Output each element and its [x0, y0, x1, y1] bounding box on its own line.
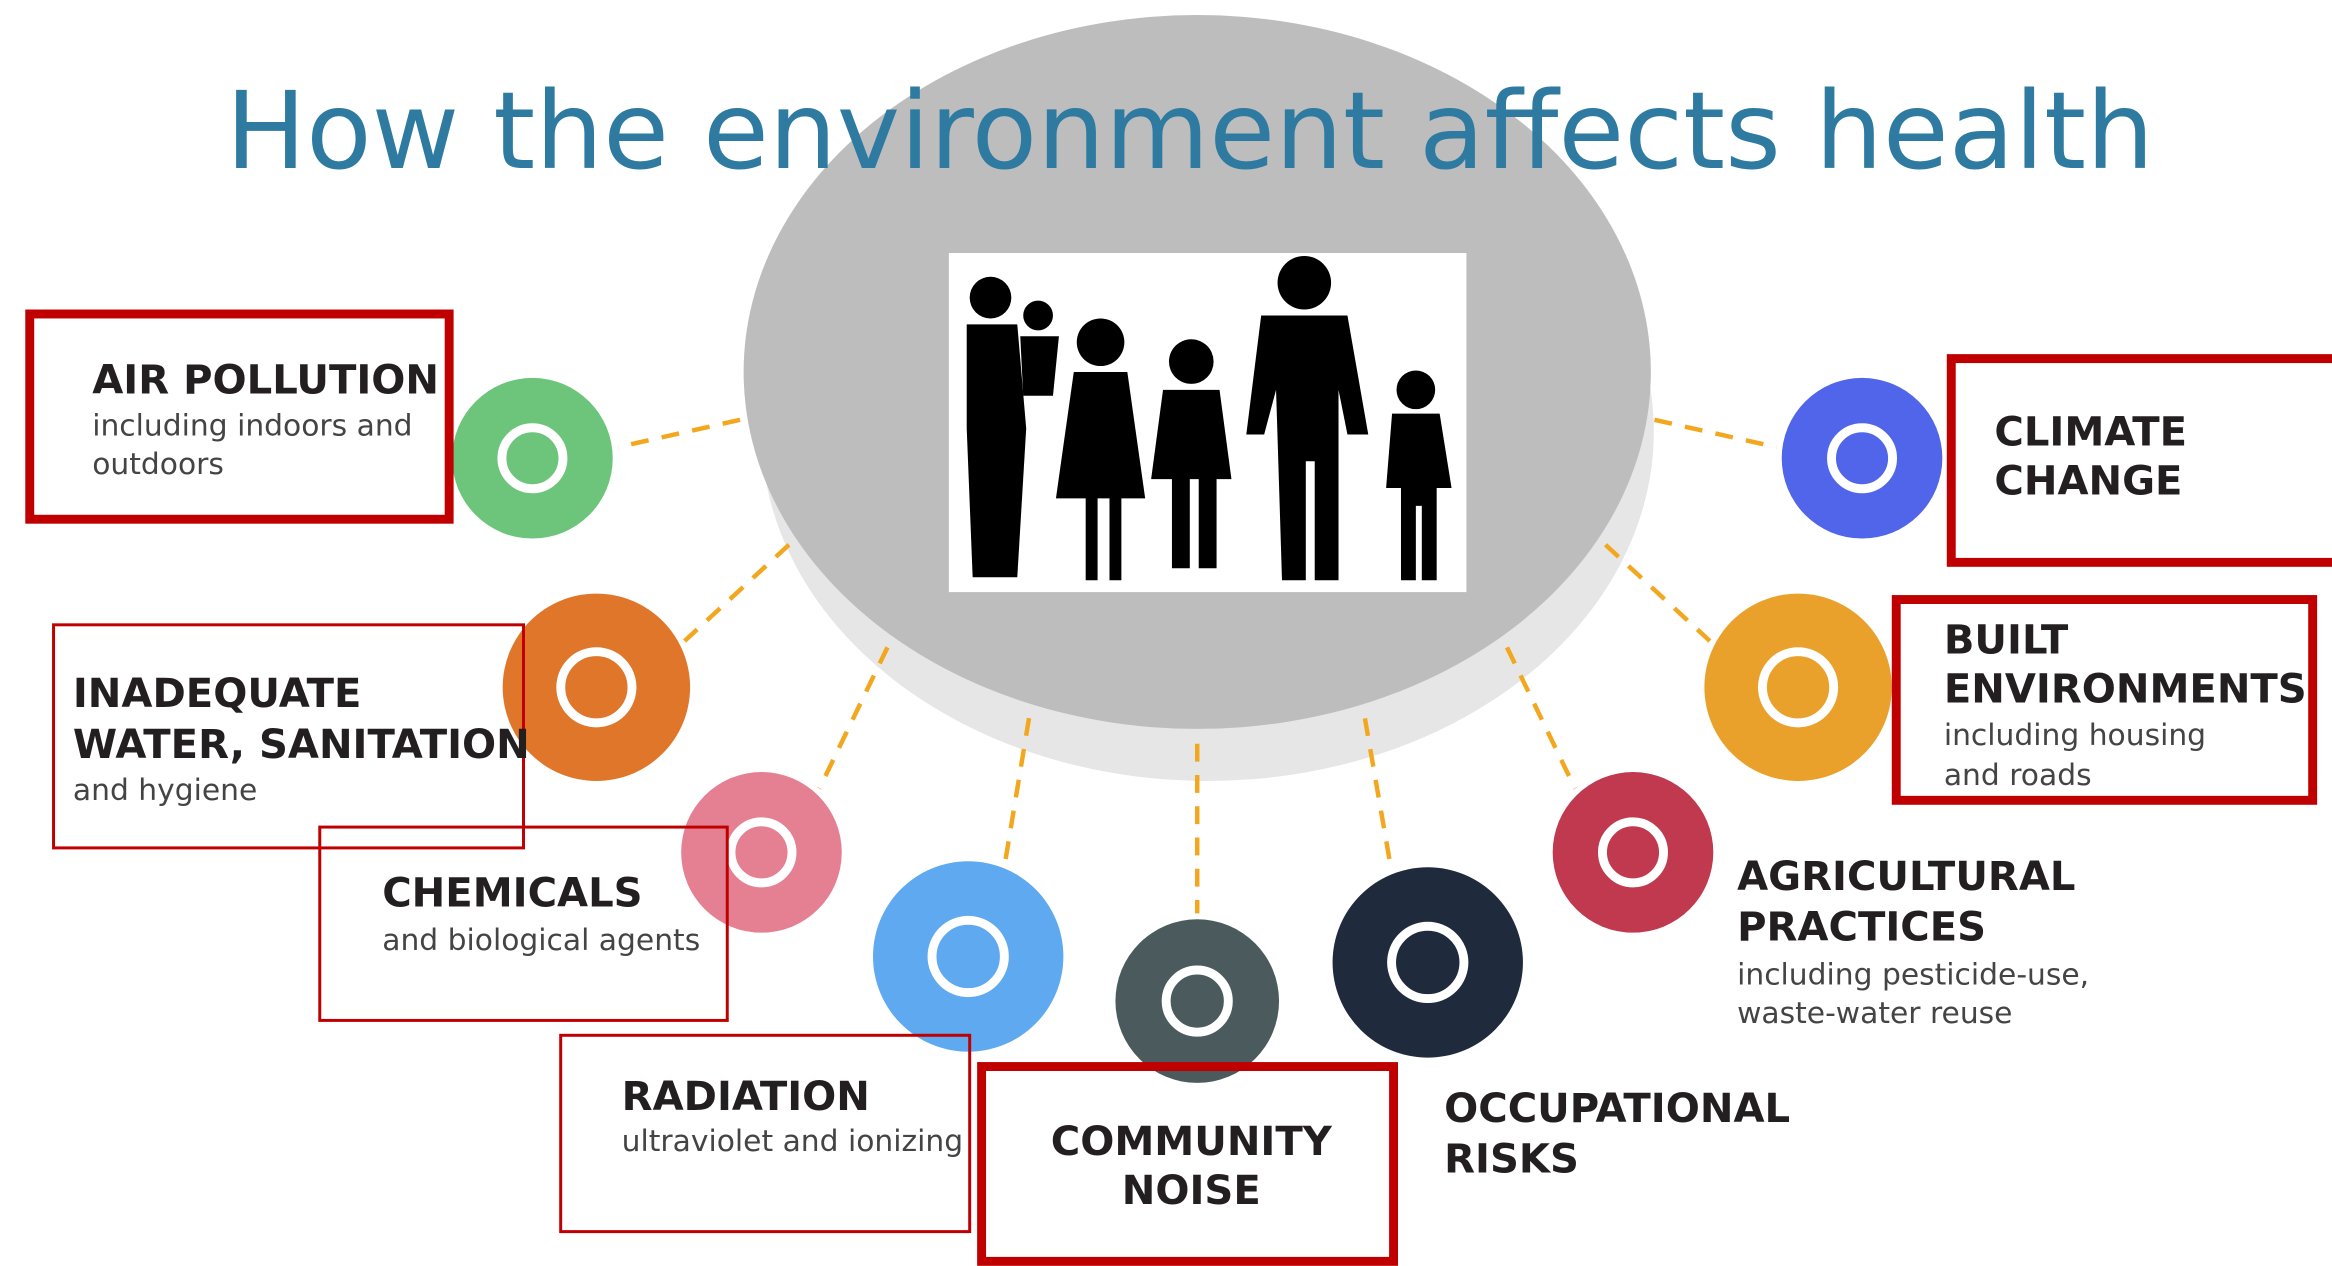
item-detail: waste-water reuse	[1737, 996, 2012, 1031]
item-detail: and roads	[1944, 758, 2092, 793]
icon-circle	[1781, 377, 1943, 539]
icon-circle	[452, 377, 613, 539]
item-heading: OCCUPATIONAL	[1444, 1086, 1790, 1132]
connector	[1653, 417, 1777, 450]
highlight-box	[25, 309, 454, 524]
items: AIR POLLUTION including indoors andoutdoo…	[25, 309, 2332, 1266]
icon-glyph	[1598, 817, 1668, 888]
item-heading: NOISE	[1122, 1168, 1261, 1214]
icon-circle	[681, 772, 842, 933]
item-detail: ultraviolet and ionizing	[622, 1124, 963, 1159]
highlight-box	[977, 1062, 1399, 1266]
item-detail: including housing	[1944, 718, 2206, 753]
family-silhouette	[966, 255, 1452, 581]
item-heading: BUILT	[1944, 618, 2069, 664]
highlight-box	[52, 623, 525, 850]
item-heading: CHANGE	[1994, 459, 2182, 505]
item-detail: including indoors and	[92, 409, 412, 444]
title: How the environment affects health	[226, 70, 2154, 194]
item-heading: CHEMICALS	[382, 870, 642, 916]
icon-circle	[1552, 772, 1714, 933]
item-heading: ENVIRONMENTS	[1944, 667, 2307, 713]
item-detail: and hygiene	[73, 773, 257, 808]
item-heading: WATER, SANITATION	[73, 722, 530, 768]
icon-glyph	[927, 915, 1009, 998]
item-heading: RISKS	[1444, 1137, 1579, 1183]
item-heading: CLIMATE	[1994, 409, 2187, 455]
icon-glyph	[497, 423, 568, 494]
connector	[683, 543, 791, 643]
highlight-box	[318, 825, 729, 1022]
highlight-box	[1891, 595, 2318, 805]
connector	[1504, 646, 1578, 790]
connector	[1002, 717, 1032, 863]
icon-glyph	[1758, 647, 1839, 728]
connectors	[617, 417, 1777, 914]
highlight-box	[559, 1033, 972, 1234]
icon-circle	[1704, 593, 1892, 781]
item-detail: outdoors	[92, 447, 224, 482]
connector	[617, 417, 741, 450]
item-heading: PRACTICES	[1737, 905, 1986, 951]
item-detail: and biological agents	[382, 923, 700, 958]
icon-circle	[502, 593, 691, 781]
icon-glyph	[556, 647, 637, 728]
icon-glyph	[1827, 423, 1898, 494]
item-detail: including pesticide-use,	[1737, 957, 2089, 992]
item-heading: AIR POLLUTION	[92, 357, 439, 403]
highlight-box	[1946, 354, 2332, 567]
connector	[817, 646, 890, 790]
icon-circle	[1332, 867, 1523, 1058]
connector	[1603, 543, 1712, 643]
icon-circle	[873, 861, 1064, 1052]
item-heading: AGRICULTURAL	[1737, 854, 2075, 900]
icon-glyph	[1387, 921, 1469, 1004]
icon-glyph	[726, 817, 797, 888]
item-heading: RADIATION	[622, 1074, 870, 1120]
item-heading: COMMUNITY	[1051, 1119, 1333, 1165]
connector	[1362, 717, 1394, 869]
icon-circle	[1115, 919, 1280, 1083]
item-heading: INADEQUATE	[73, 671, 362, 717]
icon-glyph	[1161, 965, 1233, 1037]
